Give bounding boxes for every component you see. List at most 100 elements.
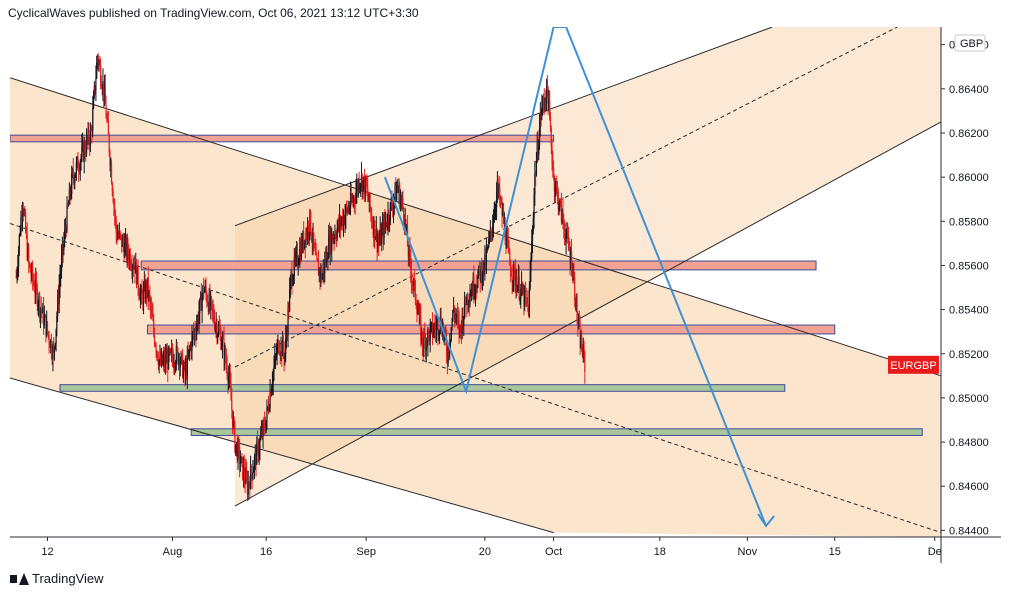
- candle-body: [395, 185, 397, 201]
- candle-body: [57, 296, 60, 305]
- candle-body: [121, 234, 123, 247]
- candle-body: [289, 289, 291, 312]
- tradingview-brand[interactable]: TradingView: [10, 571, 104, 586]
- candle-body: [492, 222, 495, 227]
- candle-body: [502, 210, 504, 216]
- candle-body: [264, 422, 266, 429]
- candle-body: [458, 319, 460, 333]
- candle-body: [570, 251, 572, 263]
- candle-body: [269, 391, 271, 409]
- y-tick-label: 0.86400: [949, 84, 989, 96]
- candle-body: [117, 235, 119, 240]
- candle-body: [542, 98, 544, 108]
- chart-area[interactable]: 0.866000.864000.862000.860000.858000.856…: [9, 26, 1001, 563]
- candle-body: [34, 290, 36, 293]
- candle-body: [401, 198, 403, 200]
- candle-body: [569, 250, 571, 263]
- candle-body: [71, 169, 74, 174]
- candle-body: [70, 194, 72, 197]
- candle-body: [574, 299, 577, 310]
- x-tick-label: 12: [41, 546, 53, 558]
- candle-body: [360, 175, 363, 185]
- candle-body: [461, 313, 463, 334]
- candle-body: [289, 279, 291, 290]
- candle-body: [246, 478, 249, 495]
- candle-body: [110, 163, 113, 184]
- candle-body: [322, 268, 324, 277]
- candle-body: [171, 350, 174, 359]
- candle-body: [306, 232, 308, 237]
- candle-body: [313, 232, 315, 245]
- candle-body: [576, 296, 578, 320]
- candle-body: [76, 157, 78, 163]
- candle-body: [131, 267, 133, 271]
- candle-body: [584, 354, 586, 372]
- candle-body: [581, 350, 584, 357]
- candle-body: [474, 287, 477, 294]
- candle-body: [185, 365, 188, 377]
- publish-info: CyclicalWaves published on TradingView.c…: [8, 6, 419, 20]
- candle-body: [470, 295, 472, 297]
- candle-body: [169, 349, 171, 353]
- candle-body: [474, 293, 476, 295]
- candle-body: [535, 160, 538, 176]
- candle-body: [171, 350, 173, 352]
- candle-body: [111, 183, 113, 192]
- candle-body: [499, 186, 501, 201]
- candle-body: [84, 144, 86, 153]
- candle-body: [553, 168, 555, 176]
- candle-body: [32, 266, 34, 280]
- candle-body: [390, 200, 392, 203]
- candle-body: [556, 183, 558, 188]
- candle-body: [539, 112, 541, 128]
- candle-body: [246, 471, 248, 479]
- candle-body: [211, 301, 213, 309]
- y-tick-label: 0.85000: [949, 393, 989, 405]
- candle-body: [527, 303, 529, 306]
- candle-body: [301, 240, 303, 250]
- candle-body: [292, 282, 294, 285]
- candle-body: [69, 189, 71, 197]
- candle-body: [50, 339, 52, 355]
- candle-body: [113, 202, 115, 206]
- candle-body: [231, 400, 233, 410]
- tradingview-logo-icon: [10, 572, 29, 585]
- candle-body: [51, 354, 53, 360]
- candle-body: [259, 439, 261, 451]
- candle-body: [553, 175, 555, 191]
- candle-body: [359, 184, 361, 189]
- chart-svg[interactable]: 0.866000.864000.862000.860000.858000.856…: [9, 26, 1001, 563]
- candle-body: [65, 229, 67, 232]
- candle-body: [578, 323, 580, 326]
- candle-body: [242, 466, 245, 479]
- candle-body: [532, 218, 534, 231]
- candle-body: [75, 162, 77, 174]
- candle-body: [161, 354, 163, 364]
- candle-body: [438, 330, 441, 334]
- candle-body: [145, 283, 147, 299]
- candle-body: [57, 296, 59, 317]
- candle-body: [180, 353, 182, 363]
- wave-projection: [383, 26, 775, 528]
- candle-body: [144, 282, 146, 299]
- currency-badge: [954, 34, 986, 52]
- candle-body: [114, 205, 116, 214]
- candle-body: [107, 120, 110, 135]
- candle-body: [168, 349, 170, 353]
- candle-body: [60, 256, 63, 272]
- candle-body: [471, 290, 473, 295]
- candle-body: [268, 408, 270, 411]
- candle-body: [427, 330, 429, 345]
- price-axis-bg: [941, 27, 1001, 563]
- candle-body: [375, 228, 377, 238]
- candle-body: [130, 266, 132, 268]
- candle-body: [45, 316, 47, 336]
- candle-body: [99, 62, 101, 65]
- candle-body: [66, 204, 68, 232]
- candle-body: [505, 240, 507, 249]
- candle-body: [460, 325, 462, 327]
- candle-body: [212, 308, 214, 312]
- candle-body: [125, 238, 127, 257]
- currency-label: GBP: [960, 38, 983, 50]
- candle-body: [175, 346, 177, 364]
